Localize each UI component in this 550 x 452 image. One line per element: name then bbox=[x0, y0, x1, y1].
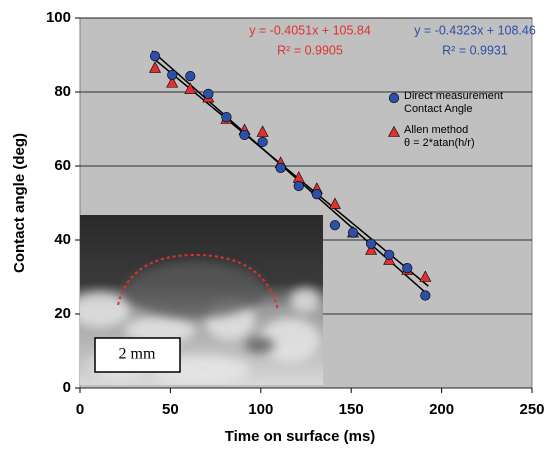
y-tick-label: 100 bbox=[46, 9, 71, 26]
data-point bbox=[149, 61, 162, 73]
data-point bbox=[328, 197, 341, 209]
data-point bbox=[257, 136, 268, 148]
data-point bbox=[311, 189, 322, 200]
data-point bbox=[166, 76, 179, 88]
scale-label: 2 mm bbox=[119, 346, 156, 363]
y-tick-label: 60 bbox=[54, 157, 71, 174]
x-tick-label: 50 bbox=[162, 401, 179, 418]
y-tick-label: 20 bbox=[54, 305, 71, 322]
y-tick-label: 40 bbox=[54, 231, 71, 248]
legend-item: Direct measurement Contact Angle bbox=[388, 90, 508, 116]
y-axis-label: Contact angle (deg) bbox=[11, 133, 28, 273]
data-point bbox=[365, 243, 378, 255]
data-point bbox=[275, 162, 286, 173]
data-point bbox=[365, 238, 377, 249]
trendline-equation: y = -0.4323x + 108.46 bbox=[414, 23, 536, 37]
data-point bbox=[347, 227, 359, 238]
data-point bbox=[221, 112, 232, 123]
trendline-r2: R² = 0.9905 bbox=[277, 43, 343, 57]
y-tick-label: 0 bbox=[63, 379, 71, 396]
legend-label: Direct measurement Contact Angle bbox=[404, 90, 504, 115]
x-axis-label: Time on surface (ms) bbox=[225, 428, 376, 445]
data-point bbox=[149, 51, 161, 62]
trendline bbox=[151, 50, 429, 296]
data-point bbox=[203, 88, 214, 99]
data-point bbox=[329, 220, 341, 231]
inset-photo: 2 mm bbox=[80, 215, 323, 385]
x-tick-label: 150 bbox=[339, 401, 364, 418]
data-point bbox=[256, 125, 269, 137]
y-tick-label: 80 bbox=[54, 83, 71, 100]
legend-item: Allen method θ = 2*atan(h/r) bbox=[388, 124, 508, 150]
data-point bbox=[167, 69, 178, 81]
legend-marker bbox=[388, 126, 400, 137]
x-tick-label: 0 bbox=[76, 401, 84, 418]
data-point bbox=[402, 263, 413, 274]
trendline-equation: y = -0.4051x + 105.84 bbox=[249, 23, 371, 37]
legend-marker bbox=[388, 92, 400, 104]
legend-label: Allen method θ = 2*atan(h/r) bbox=[404, 124, 475, 149]
data-point bbox=[384, 249, 395, 260]
legend: Direct measurement Contact Angle Allen me… bbox=[388, 90, 508, 158]
trendline-r2: R² = 0.9931 bbox=[442, 43, 508, 57]
x-tick-label: 200 bbox=[429, 401, 454, 418]
data-point bbox=[185, 70, 196, 82]
data-point bbox=[419, 270, 432, 282]
data-point bbox=[184, 82, 197, 94]
x-tick-label: 250 bbox=[519, 401, 544, 418]
x-tick-label: 100 bbox=[248, 401, 273, 418]
data-point bbox=[293, 180, 304, 192]
data-point bbox=[420, 290, 431, 301]
trendline bbox=[151, 56, 429, 287]
data-point bbox=[239, 129, 250, 141]
